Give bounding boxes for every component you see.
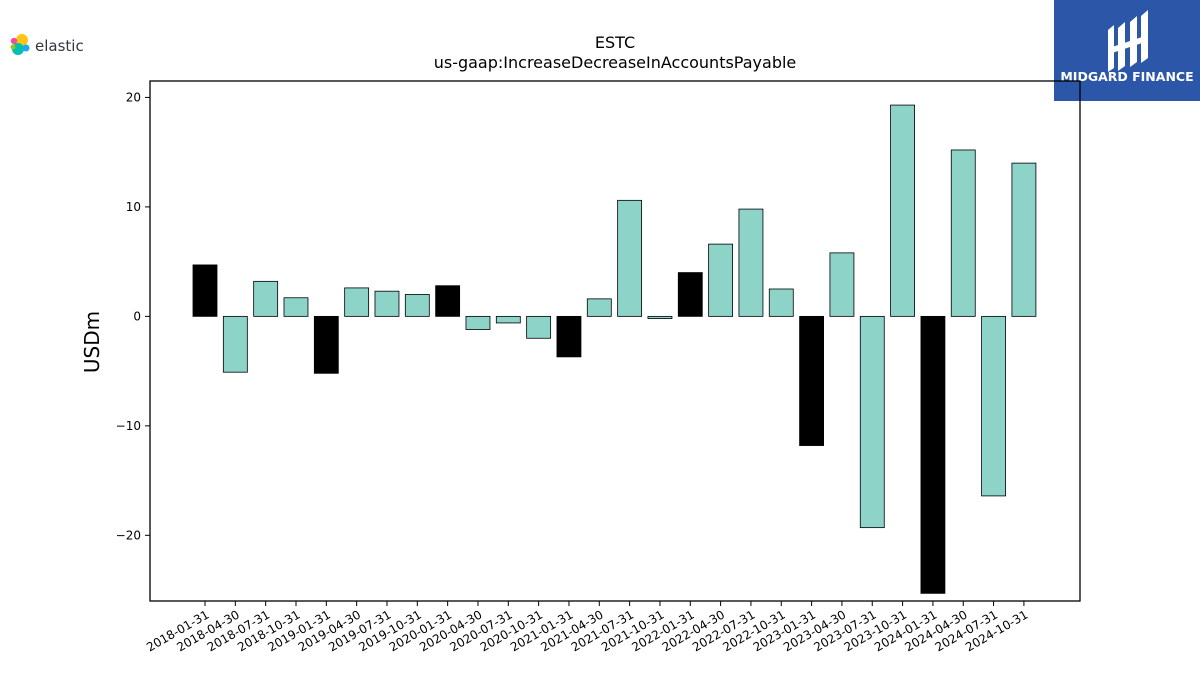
bar-2021-10-31	[647, 315, 673, 319]
bar-2022-07-31	[738, 208, 764, 317]
bar-2019-04-30	[344, 287, 370, 317]
bar-2020-07-31	[495, 315, 521, 324]
elastic-logo-text: elastic	[35, 37, 84, 55]
bar-2023-01-31	[799, 315, 824, 446]
elastic-logo: elastic	[10, 34, 84, 55]
bar-2020-01-31	[435, 285, 461, 317]
y-tick-label: 0	[133, 309, 141, 323]
bar-2022-01-31	[677, 272, 703, 317]
bar-2023-10-31	[890, 104, 915, 317]
chart-subtitle: us-gaap:IncreaseDecreaseInAccountsPayabl…	[434, 53, 797, 72]
bar-2019-10-31	[404, 294, 430, 317]
bar-2018-07-31	[253, 280, 279, 317]
y-tick-label: −10	[116, 419, 141, 433]
y-tick-label: 10	[126, 200, 141, 214]
bar-2019-01-31	[313, 315, 339, 374]
bar-2023-04-30	[829, 252, 855, 317]
midgard-logo-icon	[1108, 10, 1148, 72]
bar-2020-10-31	[526, 315, 552, 339]
bar-2018-10-31	[283, 297, 309, 317]
bar-2022-04-30	[708, 243, 734, 317]
bar-2023-07-31	[859, 315, 885, 529]
bars-group	[192, 104, 1037, 594]
x-axis: 2018-01-312018-04-302018-07-312018-10-31…	[144, 601, 1030, 654]
bar-2020-04-30	[465, 315, 491, 330]
y-tick-label: −20	[116, 528, 141, 542]
bar-2021-01-31	[556, 315, 582, 358]
bar-2019-07-31	[374, 290, 400, 317]
bar-2021-04-30	[586, 298, 612, 317]
bar-2021-07-31	[617, 199, 643, 317]
y-tick-label: 20	[126, 90, 141, 104]
midgard-watermark: MIDGARD FINANCE	[1054, 0, 1200, 101]
y-axis: −20 −10 0 10 20	[116, 90, 150, 542]
midgard-watermark-text: MIDGARD FINANCE	[1060, 69, 1193, 84]
bar-2024-10-31	[1011, 162, 1037, 317]
bar-2024-04-30	[950, 149, 976, 317]
plot-frame	[149, 80, 1081, 602]
elastic-logo-icon	[16, 34, 28, 46]
bar-2022-10-31	[768, 288, 794, 317]
midgard-watermark-bg	[1054, 0, 1200, 101]
bar-2018-01-31	[192, 264, 218, 317]
bar-2018-04-30	[222, 315, 248, 373]
bar-2024-07-31	[981, 315, 1006, 497]
y-axis-label: USDm	[80, 311, 104, 373]
bar-2024-01-31	[920, 315, 946, 594]
chart-title: ESTC	[595, 33, 635, 52]
